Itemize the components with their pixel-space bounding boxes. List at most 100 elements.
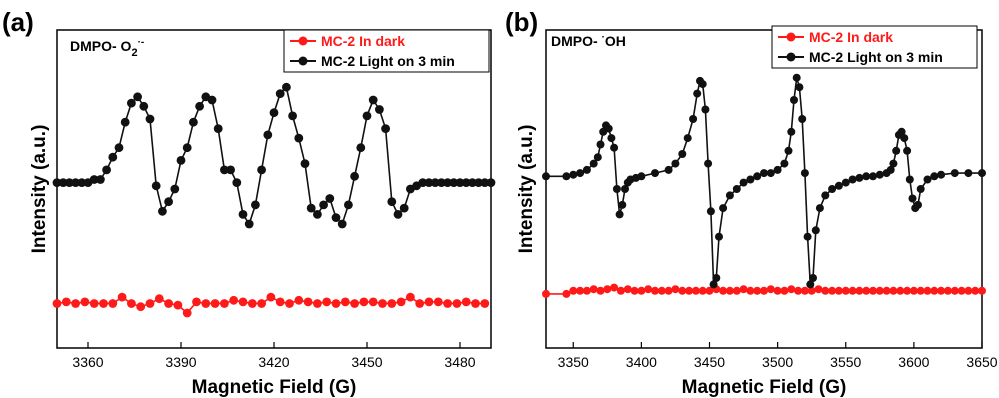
panel-b-series-light-point bbox=[848, 175, 857, 184]
panel-a-series-dark-point bbox=[71, 299, 80, 308]
panel-a-series-dark-point bbox=[89, 299, 99, 308]
panel-a-series-dark-point bbox=[461, 297, 471, 307]
panel-b-series-light-point bbox=[889, 159, 898, 168]
panel-a-series-dark-point bbox=[182, 308, 192, 318]
panel-b-series-dark-point bbox=[828, 286, 837, 295]
panel-b-series-light-point bbox=[862, 172, 871, 181]
panel-a-legend-marker-dark bbox=[298, 36, 308, 46]
panel-b-series-dark-point bbox=[596, 286, 605, 295]
panel-a-series-dark-point bbox=[471, 299, 480, 308]
panel-b-series-light-point bbox=[897, 127, 906, 136]
panel-b-series-light-point bbox=[798, 115, 807, 123]
panel-b-series-dark-point bbox=[903, 286, 912, 295]
panel-a-series-light-point bbox=[213, 124, 223, 133]
panel-b-series-light-point bbox=[621, 185, 629, 193]
panel-a-series-dark-point bbox=[220, 299, 229, 308]
panel-a-x-tick-label: 3420 bbox=[258, 354, 289, 370]
panel-b-series-light-point bbox=[671, 159, 680, 168]
panel-b-series-light-point bbox=[698, 80, 707, 89]
panel-b-series-dark-point bbox=[671, 285, 680, 294]
panel-a-series-light-point bbox=[424, 178, 434, 188]
panel-b-series-light-point bbox=[950, 169, 959, 178]
panel-b-series-light-point bbox=[704, 159, 713, 168]
panel-b-series-light-point bbox=[689, 115, 698, 123]
panel-b-series-light-point bbox=[937, 170, 946, 179]
panel-a-series-light-point bbox=[52, 178, 62, 188]
panel-a-series-light-point bbox=[337, 219, 347, 229]
panel-a-series-light-point bbox=[71, 178, 80, 188]
panel-b-series-dark-point bbox=[705, 286, 714, 295]
panel-b-series-light-point bbox=[683, 134, 692, 143]
panel-a-series-light-point bbox=[393, 210, 403, 219]
panel-b-label: (b) bbox=[505, 7, 538, 37]
panel-a-series-light-point bbox=[114, 143, 124, 153]
panel-a-series-dark-point bbox=[173, 300, 183, 310]
panel-a-series-light-point bbox=[102, 165, 111, 175]
panel-b-series-light-point bbox=[841, 178, 850, 187]
panel-b-x-ticks: 3350 3400 3450 3500 3550 3600 3650 bbox=[558, 342, 998, 370]
panel-b-series-dark-point bbox=[732, 286, 741, 295]
panel-a-series-light-point bbox=[108, 152, 118, 162]
panel-b-series-light-point bbox=[916, 185, 925, 193]
panel-b-series-light-point bbox=[610, 143, 619, 152]
panel-b-series-dark-point bbox=[746, 286, 755, 295]
panel-b-series-dark-point bbox=[760, 286, 768, 295]
panel-a-series-light-point bbox=[182, 143, 192, 153]
panel-b-series-light-point bbox=[900, 134, 909, 143]
panel-b-series-dark-point bbox=[971, 286, 980, 295]
panel-a-series-light-line bbox=[57, 85, 491, 226]
panel-b-series-dark-point bbox=[834, 286, 843, 295]
panel-b-ylabel: Intensity (a.u.) bbox=[516, 125, 537, 254]
panel-b-series-light-point bbox=[914, 200, 922, 209]
panel-b-annotation-suffix: OH bbox=[605, 33, 626, 49]
panel-a-series-light-point bbox=[170, 184, 180, 194]
panel-a-series-dark-point bbox=[322, 297, 332, 307]
panel-a-series-light-point bbox=[139, 101, 149, 111]
panel-b-series-light-point bbox=[760, 169, 768, 178]
panel-b-x-tick-label: 3550 bbox=[830, 354, 861, 370]
panel-a-series-light-point bbox=[368, 95, 378, 105]
panel-b-series-dark-point bbox=[616, 286, 625, 295]
panel-b-series-light-point bbox=[903, 146, 912, 155]
panel-b-series-light-point bbox=[732, 185, 741, 193]
panel-a-series-light-point bbox=[58, 178, 68, 188]
panel-b-series-dark-point bbox=[950, 286, 959, 295]
panel-a-series-dark-point bbox=[136, 302, 146, 312]
panel-b-series-light-point bbox=[701, 105, 710, 114]
panel-a-series-dark-point bbox=[266, 292, 276, 302]
panel-b-series-dark-point bbox=[875, 286, 884, 295]
panel-a-series-light-point bbox=[195, 101, 205, 111]
panel-a-series-light-point bbox=[126, 98, 136, 108]
panel-b-series-light-point bbox=[815, 204, 824, 213]
panel-a-series-dark-point bbox=[257, 299, 266, 308]
panel-a-series-light-point bbox=[232, 178, 242, 188]
panel-a-series-dark-point bbox=[126, 299, 136, 308]
panel-a-series-light-point bbox=[362, 111, 372, 121]
panel-b-series-dark-point bbox=[794, 286, 803, 295]
panel-b-series-dark-point bbox=[869, 286, 877, 295]
panel-b-legend: MC-2 In dark MC-2 Light on 3 min bbox=[771, 25, 978, 69]
panel-a-label: (a) bbox=[2, 7, 34, 37]
panel-a-series-light-point bbox=[65, 178, 74, 188]
panel-b-series-light-point bbox=[800, 169, 809, 178]
panel-b-x-tick-label: 3600 bbox=[898, 354, 929, 370]
panel-b-series-dark-point bbox=[542, 289, 550, 298]
panel-b-series-light-point bbox=[746, 175, 755, 184]
panel-a-annotation: DMPO- O2·- bbox=[70, 37, 144, 59]
panel-b-series-dark-point bbox=[753, 286, 762, 295]
panel-b-series-dark-point bbox=[766, 285, 775, 294]
panel-a-series-dark-point bbox=[303, 297, 313, 307]
panel-a-series-dark-point bbox=[201, 299, 211, 308]
panel-b-series-dark-point bbox=[930, 286, 939, 295]
panel-a-series-dark-point bbox=[154, 294, 164, 304]
panel-b-series-light-point bbox=[803, 232, 812, 241]
panel-a-series-light-point bbox=[418, 178, 428, 188]
panel-b-series-light-point bbox=[964, 169, 973, 178]
panel-b-series-light-point bbox=[908, 194, 917, 203]
panel-b-series-light-point bbox=[604, 124, 613, 133]
panel-b-series-light-point bbox=[725, 191, 734, 200]
panel-a-series-light-point bbox=[238, 210, 248, 219]
panel-b-series-dark-point bbox=[787, 285, 796, 294]
panel-b-series-light-point bbox=[780, 159, 789, 168]
panel-b-series-light-point bbox=[886, 165, 895, 174]
